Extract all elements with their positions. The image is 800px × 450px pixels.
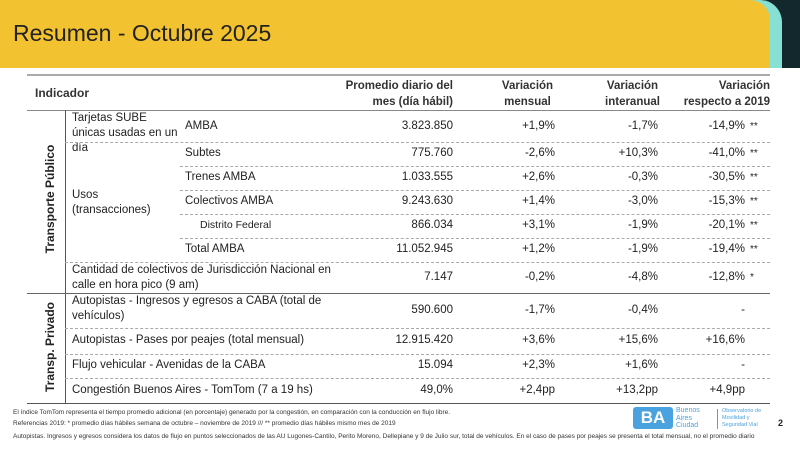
- row-interanual: -1,9%: [627, 243, 658, 255]
- logo-org: Observatorio de Movilidad y Seguridad Vi…: [722, 408, 762, 428]
- row-mensual: +1,2%: [522, 243, 555, 255]
- row-value: 590.600: [411, 303, 453, 316]
- row-vs2019: +4,9pp: [709, 383, 746, 396]
- col-promedio: Promedio diario del mes (día hábil): [345, 80, 453, 108]
- row-mensual: +1,4%: [522, 195, 555, 207]
- row-mensual: +1,9%: [522, 120, 555, 132]
- row-interanual: +10,3%: [618, 147, 658, 159]
- row-interanual: +13,2pp: [616, 383, 658, 396]
- row-note: **: [750, 196, 758, 207]
- row-mensual: -0,2%: [524, 270, 555, 283]
- row-note: *: [750, 271, 754, 283]
- row-vs2019: -20,1%: [708, 219, 745, 231]
- row-label: Congestión Buenos Aires - TomTom (7 a 19…: [72, 383, 313, 396]
- row-mensual: -2,6%: [524, 147, 555, 159]
- row-note: **: [750, 220, 758, 231]
- row-mensual: +2,6%: [522, 171, 555, 183]
- row-interanual: -1,9%: [627, 219, 658, 231]
- row-label: AMBA: [185, 120, 218, 132]
- row-value: 49,0%: [420, 383, 453, 396]
- col-mensual: Variación mensual: [501, 80, 554, 108]
- row-mensual: +2,4pp: [519, 383, 556, 396]
- row-interanual: -1,7%: [627, 120, 658, 132]
- row-vs2019: -: [741, 303, 745, 316]
- row-vs2019: -30,5%: [708, 171, 745, 183]
- row-label: Distrito Federal: [200, 219, 272, 231]
- logo-name: Buenos Aires Ciudad: [676, 407, 700, 429]
- row-vs2019: -19,4%: [708, 243, 745, 255]
- row-label: Autopistas - Ingresos y egresos a CABA (…: [72, 295, 322, 322]
- row-mensual: +3,1%: [522, 219, 555, 231]
- row-note: **: [750, 244, 758, 255]
- col-indicador: Indicador: [35, 86, 90, 100]
- row-value: 866.034: [411, 219, 453, 231]
- row-interanual: -4,8%: [627, 270, 658, 283]
- footnote-2019: Referencias 2019: * promedio días hábile…: [13, 420, 396, 427]
- row-note: **: [750, 148, 758, 159]
- row-label: Trenes AMBA: [185, 171, 256, 183]
- footnote-tomtom: El índice TomTom representa el tiempo pr…: [13, 409, 451, 416]
- row-label: Cantidad de colectivos de Jurisdicción N…: [72, 264, 331, 291]
- row-vs2019: -15,3%: [708, 195, 745, 207]
- header-band: [0, 0, 800, 68]
- row-note: **: [750, 172, 758, 183]
- row-vs2019: +16,6%: [705, 334, 745, 346]
- row-value: 9.243.630: [401, 195, 453, 207]
- page-number: 2: [778, 418, 784, 428]
- row-interanual: -0,4%: [627, 303, 658, 316]
- row-label: Total AMBA: [185, 243, 245, 255]
- row-label: Autopistas - Pases por peajes (total men…: [72, 334, 305, 346]
- row-label: Subtes: [185, 147, 221, 159]
- row-vs2019: -14,9%: [708, 120, 745, 132]
- col-interanual: Variación interanual: [605, 80, 660, 108]
- row-note: **: [750, 121, 758, 132]
- row-vs2019: -12,8%: [708, 270, 745, 283]
- row-mensual: +2,3%: [522, 359, 555, 371]
- row-value: 11.052.945: [396, 243, 453, 255]
- group-transp-privado: Transp. Privado: [43, 301, 57, 393]
- ba-logo: BA: [633, 407, 673, 429]
- sube-label: Tarjetas SUBE únicas usadas en un día: [72, 112, 178, 154]
- row-mensual: +3,6%: [522, 334, 555, 346]
- row-vs2019: -: [741, 359, 745, 371]
- row-interanual: -3,0%: [627, 195, 658, 207]
- group-transporte-publico: Transporte Público: [43, 144, 57, 254]
- row-value: 775.760: [411, 147, 453, 159]
- row-interanual: -0,3%: [627, 171, 658, 183]
- footnote-autopistas: Autopistas. Ingresos y egresos considera…: [13, 433, 755, 440]
- row-value: 7.147: [424, 270, 453, 283]
- row-mensual: -1,7%: [524, 303, 555, 316]
- row-vs2019: -41,0%: [708, 147, 745, 159]
- row-value: 3.823.850: [401, 120, 453, 132]
- col-2019: Variación respecto a 2019: [683, 80, 770, 108]
- row-label: Flujo vehicular - Avenidas de la CABA: [72, 359, 266, 371]
- row-value: 1.033.555: [401, 171, 453, 183]
- usos-label: Usos (transacciones): [72, 189, 151, 216]
- row-interanual: +15,6%: [618, 334, 658, 346]
- row-value: 15.094: [417, 359, 453, 371]
- row-label: Colectivos AMBA: [185, 195, 274, 207]
- page-title: Resumen - Octubre 2025: [13, 20, 272, 46]
- row-interanual: +1,6%: [625, 359, 658, 371]
- row-value: 12.915.420: [395, 334, 453, 346]
